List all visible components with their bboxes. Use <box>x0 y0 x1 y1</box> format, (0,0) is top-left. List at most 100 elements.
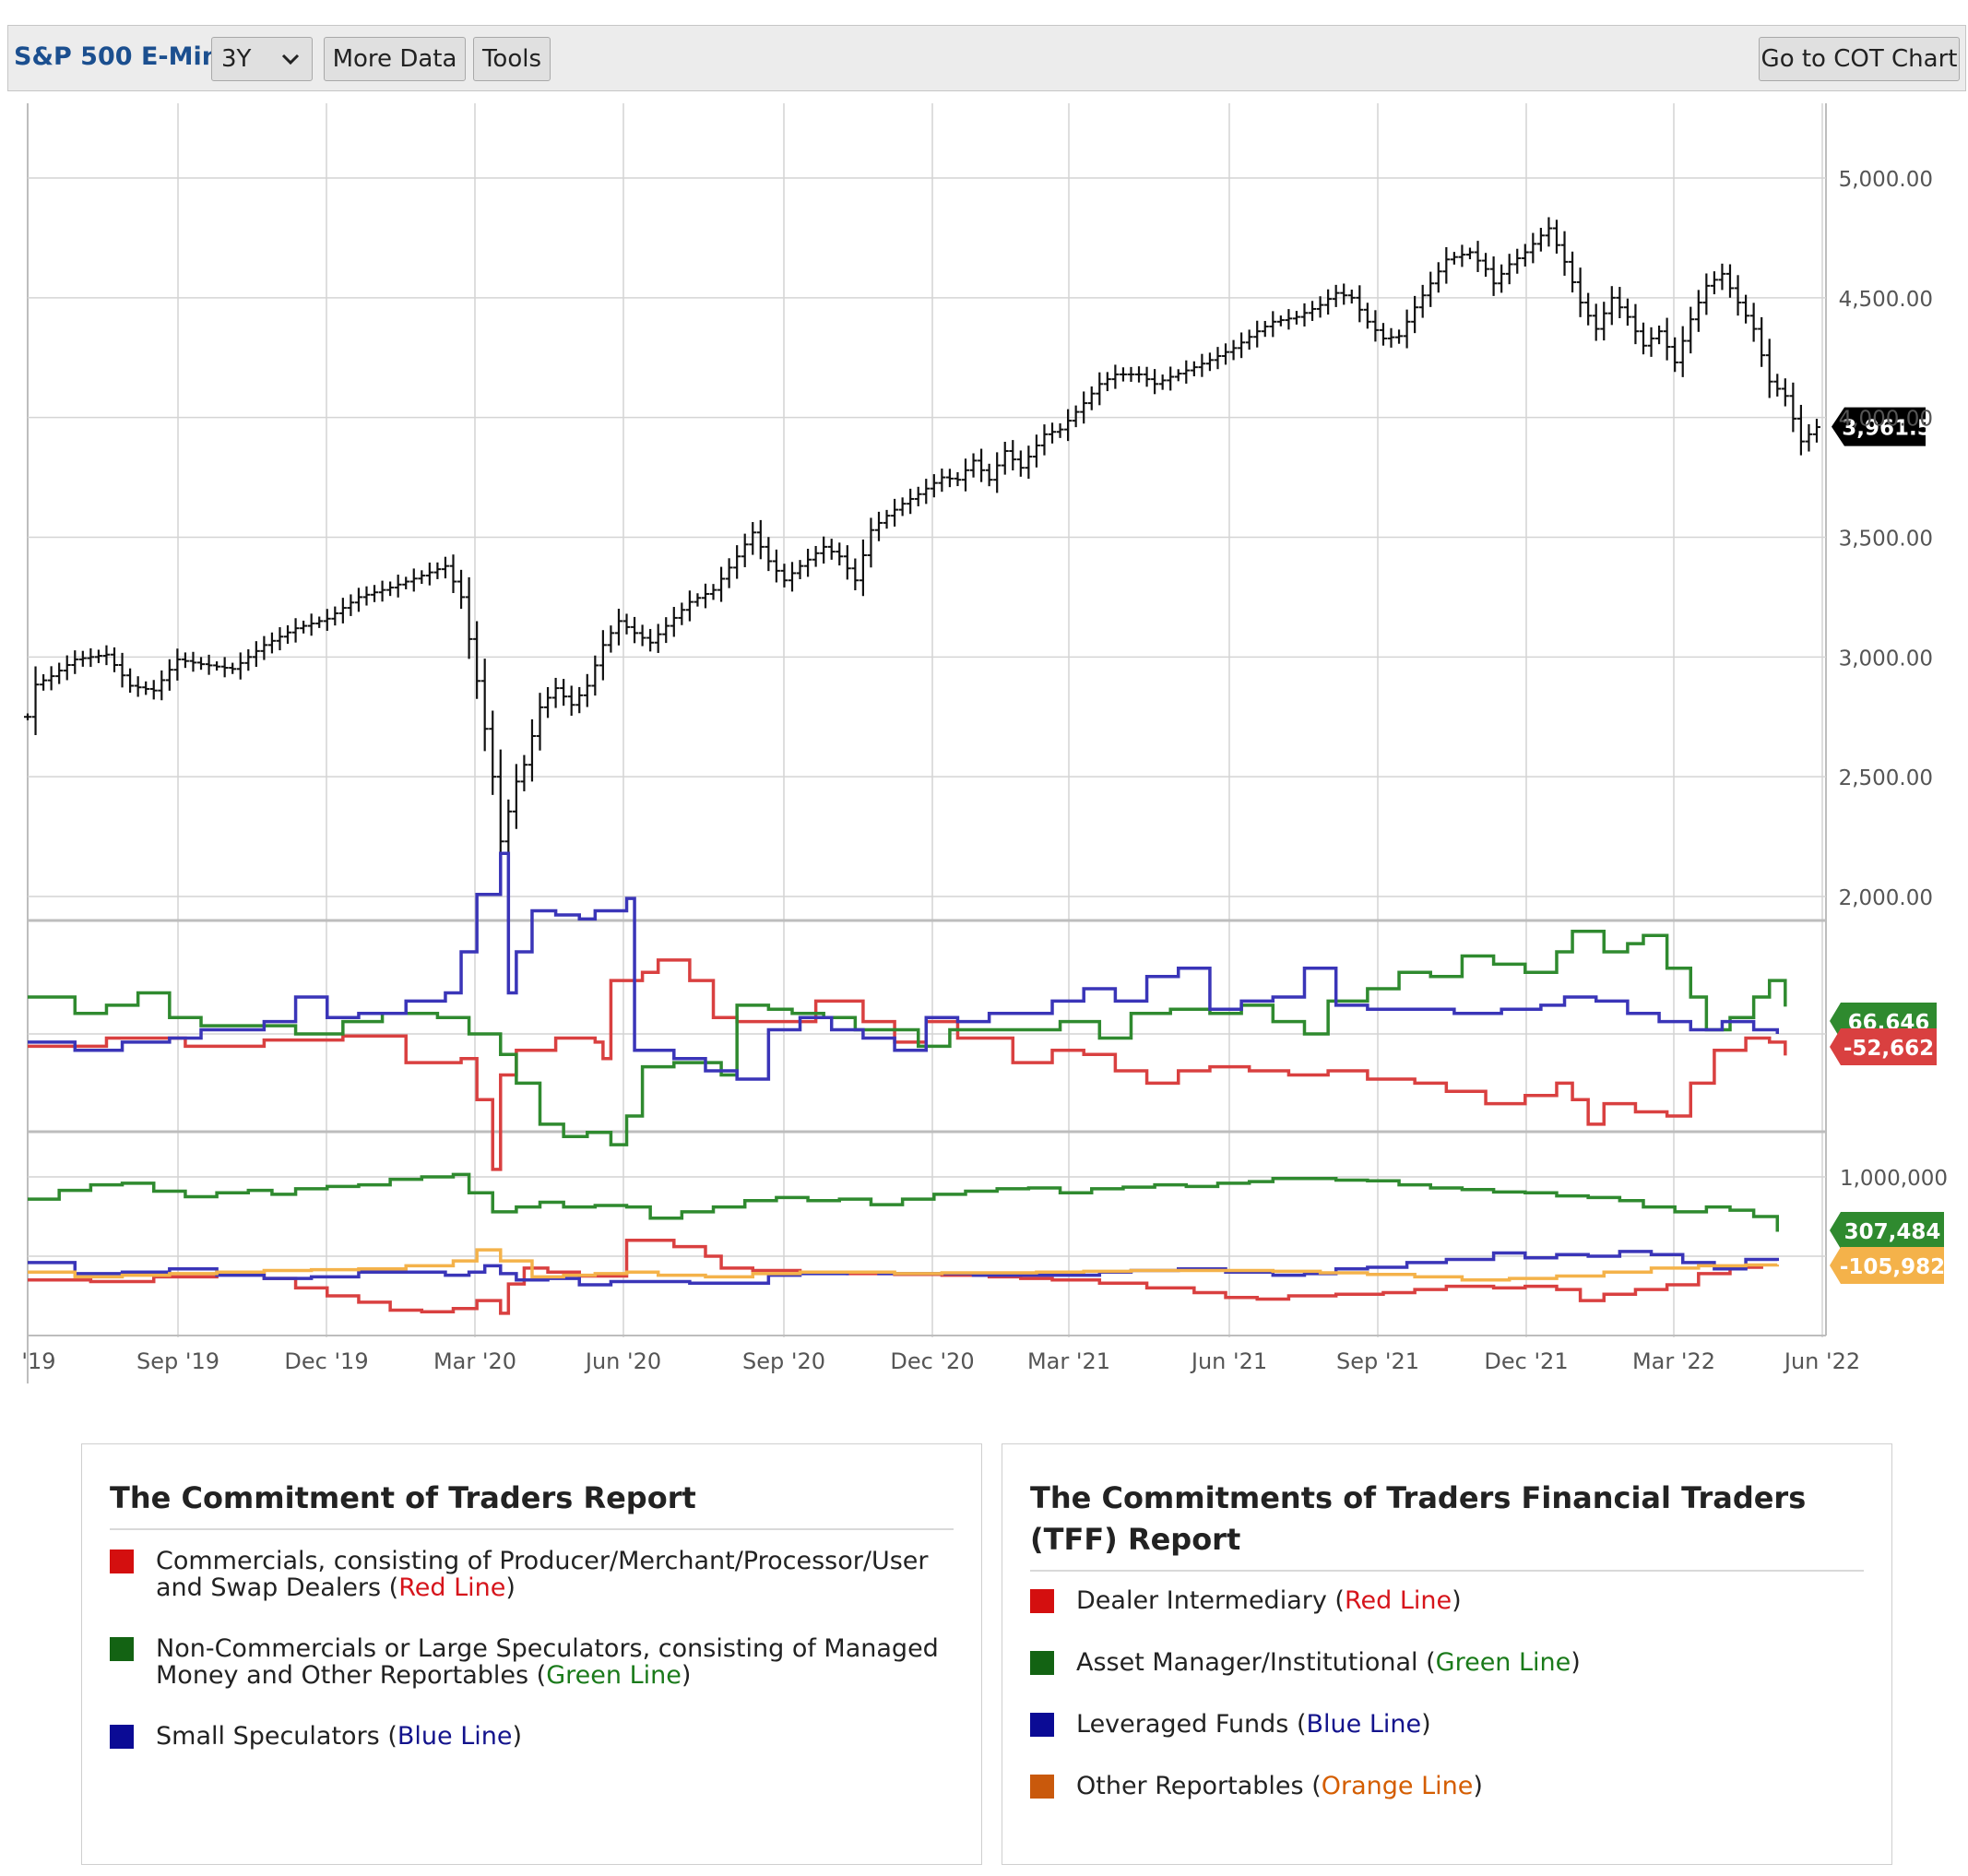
price-bar <box>851 558 860 590</box>
cot-chart-button[interactable]: Go to COT Chart <box>1759 37 1960 81</box>
legend-end: ) <box>1452 1586 1462 1615</box>
price-bar <box>867 517 875 568</box>
price-bar <box>1174 369 1182 382</box>
legend-end: ) <box>1571 1648 1581 1677</box>
price-bar <box>181 652 189 669</box>
price-bar <box>836 542 844 566</box>
price-bar <box>1671 337 1679 373</box>
price-bar <box>938 469 946 493</box>
price-bar <box>1276 315 1285 327</box>
price-bar <box>954 472 962 487</box>
price-bar <box>409 568 418 592</box>
price-bar <box>560 679 568 706</box>
price-bar <box>1332 284 1340 307</box>
price-bar <box>260 635 268 660</box>
price-bar <box>276 627 284 651</box>
legend-end: ) <box>681 1661 692 1690</box>
price-bar <box>1781 378 1789 407</box>
price-bar <box>244 648 253 671</box>
tff-badge-shape <box>1830 1212 1944 1249</box>
price-bar <box>1773 374 1782 397</box>
price-bar <box>646 628 655 652</box>
price-bar <box>173 648 182 681</box>
price-bar <box>1111 364 1120 389</box>
price-bar <box>1655 326 1664 345</box>
price-bar <box>1663 317 1671 361</box>
price-bar <box>71 650 79 674</box>
price-bar <box>678 602 686 625</box>
price-bar <box>1560 231 1569 276</box>
legend-end: ) <box>1421 1710 1431 1739</box>
price-bar <box>1813 419 1820 443</box>
price-bar <box>1205 352 1214 372</box>
x-tick-label: Mar '22 <box>1632 1348 1715 1374</box>
price-bar <box>670 607 678 637</box>
green-swatch <box>110 1637 134 1661</box>
price-bar <box>945 469 954 488</box>
tools-button[interactable]: Tools <box>473 37 551 81</box>
price-bar <box>284 625 292 644</box>
price-bar <box>118 652 126 688</box>
price-bar <box>300 620 308 634</box>
price-bar <box>765 537 773 572</box>
symbol-title: S&P 500 E-Mini <box>14 42 229 71</box>
x-tick-label: '19 <box>21 1348 55 1374</box>
price-bar <box>985 463 993 487</box>
price-bar <box>1049 422 1057 444</box>
price-bar <box>47 666 55 691</box>
x-tick-label: Jun '21 <box>1190 1348 1267 1374</box>
price-bar <box>496 749 504 869</box>
legend-cot: The Commitment of Traders Report Commerc… <box>81 1443 982 1865</box>
price-bar <box>1742 294 1750 324</box>
price-bar <box>315 616 324 628</box>
x-tick-label: Dec '19 <box>284 1348 368 1374</box>
price-bar <box>1347 290 1356 304</box>
price-bar <box>1465 247 1474 260</box>
price-bar <box>922 479 931 505</box>
more-data-button[interactable]: More Data <box>324 37 466 81</box>
price-bar <box>1552 220 1560 254</box>
price-bar <box>1458 244 1466 267</box>
price-bar <box>1521 243 1529 267</box>
legend-end: ) <box>505 1573 516 1602</box>
price-bar <box>378 580 386 602</box>
cot-last-badge: -52,662 <box>1830 1028 1937 1065</box>
price-bar <box>685 590 694 622</box>
blue-swatch <box>110 1725 134 1749</box>
price-bar <box>1285 309 1293 330</box>
price-tick-label: 4,500.00 <box>1839 288 1933 312</box>
price-bar <box>1569 251 1577 293</box>
legend-tag: Blue Line <box>397 1722 513 1751</box>
legend-text: Dealer Intermediary ( <box>1076 1586 1345 1615</box>
price-bar <box>733 545 741 579</box>
axes: 5,000.00 4,500.00 4,000.00 3,500.00 3,000.00… <box>21 168 1948 1374</box>
price-bar <box>1489 256 1498 296</box>
price-bar <box>1805 423 1813 452</box>
price-bar <box>1363 303 1371 329</box>
legend-text: Commercials, consisting of Producer/Merc… <box>156 1547 929 1602</box>
tff-badge-label: 307,484 <box>1844 1220 1941 1244</box>
price-bar <box>40 674 48 691</box>
price-bar <box>1536 228 1545 252</box>
x-tick-label: Mar '20 <box>433 1348 516 1374</box>
price-bar <box>1710 271 1718 295</box>
price-bar <box>1087 386 1096 410</box>
red-swatch <box>110 1549 134 1573</box>
price-bar <box>1190 361 1198 376</box>
price-bar <box>1765 338 1773 398</box>
blue-swatch <box>1030 1713 1054 1737</box>
period-select[interactable]: 3Y <box>211 37 313 81</box>
price-tick-label: 2,000.00 <box>1839 886 1933 910</box>
price-bar <box>874 511 883 541</box>
price-bar <box>528 718 536 782</box>
price-bar <box>1316 296 1324 318</box>
legend-text: Asset Manager/Institutional ( <box>1076 1648 1436 1677</box>
price-bar <box>142 681 150 695</box>
price-bar <box>962 458 970 492</box>
price-tick-label: 2,500.00 <box>1839 766 1933 790</box>
price-bar <box>512 764 520 829</box>
price-bar <box>1702 273 1711 315</box>
price-bar <box>1411 295 1419 334</box>
price-bar <box>1292 311 1300 325</box>
price-bar <box>31 666 40 735</box>
